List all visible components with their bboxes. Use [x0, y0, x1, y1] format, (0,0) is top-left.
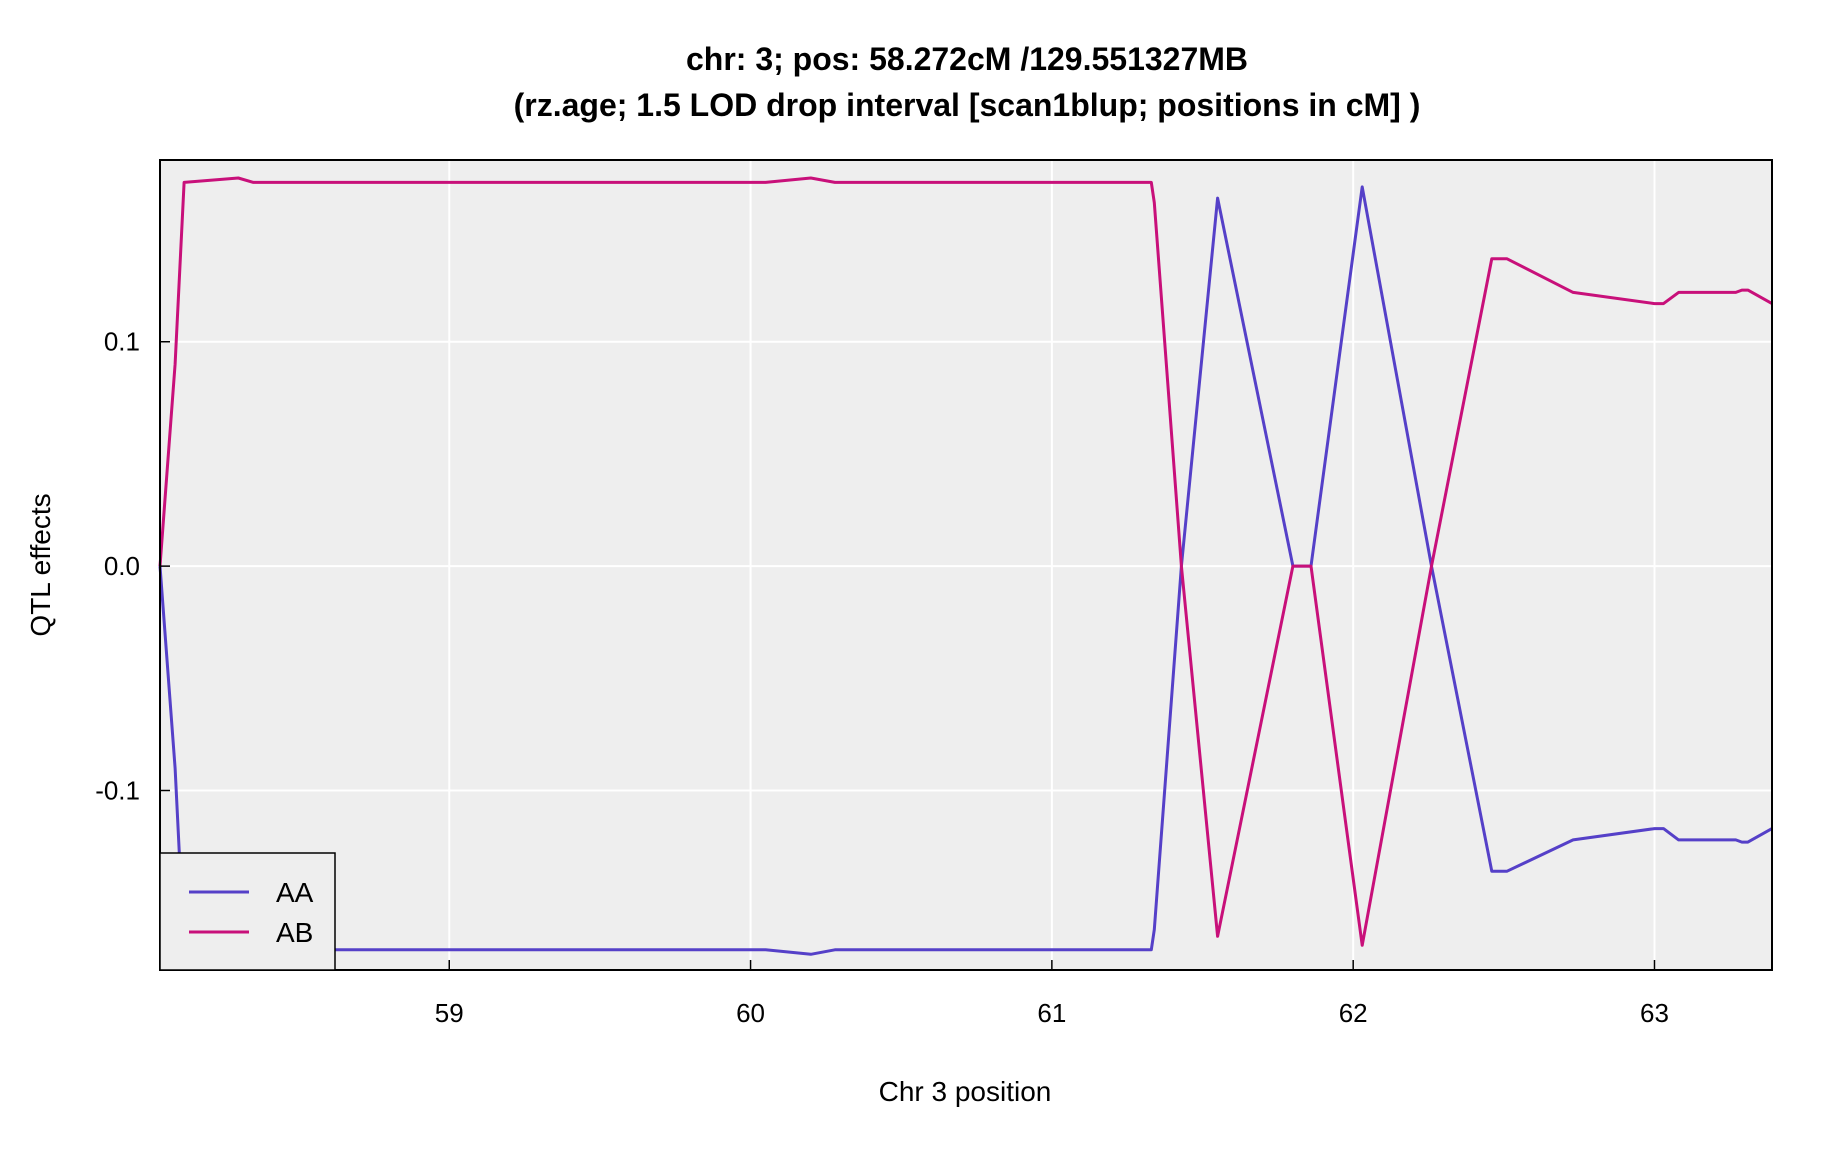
grid-lines: [160, 160, 1772, 970]
x-tick-label-63: 63: [1640, 998, 1669, 1028]
chart-subtitle: (rz.age; 1.5 LOD drop interval [scan1blu…: [514, 87, 1421, 123]
x-tick-label-61: 61: [1037, 998, 1066, 1028]
legend-label-ab: AB: [276, 917, 313, 948]
y-axis-title: QTL effects: [25, 493, 56, 636]
plot-frame: [159, 159, 1773, 971]
series-line-ab: [158, 176, 1773, 947]
y-axis: -0.1 0.0 0.1: [95, 327, 170, 805]
x-axis-title: Chr 3 position: [879, 1076, 1052, 1107]
legend-box: [159, 852, 336, 971]
x-axis: 59 60 61 62 63: [435, 960, 1669, 1028]
y-tick-label-0.0: 0.0: [104, 551, 140, 581]
x-tick-label-62: 62: [1339, 998, 1368, 1028]
x-tick-label-60: 60: [736, 998, 765, 1028]
chart-title: chr: 3; pos: 58.272cM /129.551327MB: [686, 41, 1248, 77]
legend: AA AB: [159, 852, 336, 971]
legend-label-aa: AA: [276, 877, 314, 908]
y-tick-label--0.1: -0.1: [95, 775, 140, 805]
x-tick-label-59: 59: [435, 998, 464, 1028]
plot-background: [160, 160, 1772, 970]
y-tick-label-0.1: 0.1: [104, 327, 140, 357]
